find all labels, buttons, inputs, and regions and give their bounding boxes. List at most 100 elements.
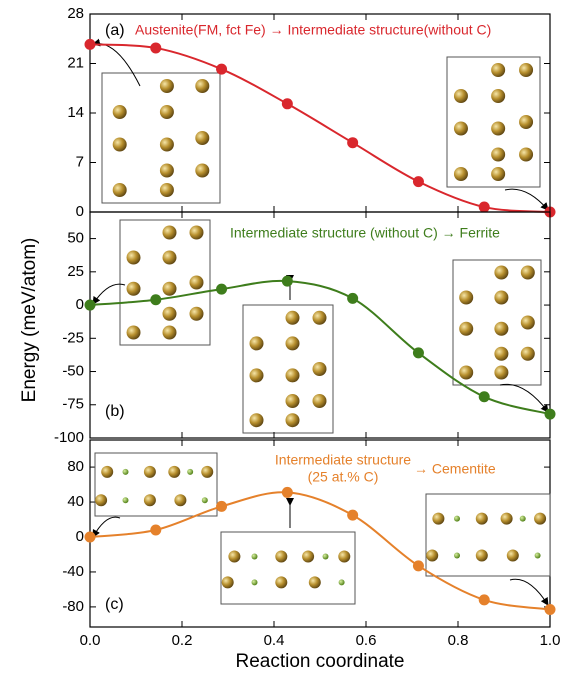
arrow [92, 283, 126, 305]
atom [159, 137, 174, 152]
annotation: (25 at.% C) [308, 469, 379, 485]
atom [162, 325, 177, 340]
y-tick-label: 7 [76, 153, 84, 170]
atom [459, 321, 474, 336]
atom [459, 365, 474, 380]
atom [159, 163, 174, 178]
y-tick-label: -50 [62, 362, 84, 379]
atom [459, 290, 474, 305]
atom [275, 576, 288, 589]
x-tick-label: 0.8 [448, 632, 469, 649]
atom [249, 336, 264, 351]
atom [494, 365, 509, 380]
atom [338, 550, 351, 563]
y-tick-label: -75 [62, 396, 84, 413]
y-tick-label: 50 [67, 230, 84, 247]
atom [112, 105, 127, 119]
atom [475, 549, 488, 562]
point [281, 486, 293, 498]
atom [475, 512, 488, 525]
line [89, 491, 551, 611]
atom [491, 63, 506, 77]
atom [159, 183, 174, 197]
atom [453, 121, 468, 136]
atom [112, 183, 127, 197]
atom [101, 465, 114, 478]
atom [285, 336, 300, 351]
point [478, 391, 490, 403]
atom [519, 63, 534, 77]
atom [426, 549, 439, 562]
atom [112, 137, 127, 152]
atom [143, 494, 156, 507]
atom [189, 306, 204, 321]
atom [168, 465, 181, 478]
atom [491, 147, 506, 162]
y-tick-label: 28 [67, 5, 84, 22]
atom [453, 167, 468, 181]
atom [534, 512, 547, 525]
inset [94, 452, 218, 517]
atom [491, 167, 506, 181]
atom [520, 346, 535, 361]
point [347, 509, 359, 521]
atom [285, 310, 300, 325]
atom [95, 494, 108, 507]
point [281, 98, 293, 110]
atom [312, 310, 327, 325]
atom [520, 265, 535, 280]
point [84, 38, 96, 50]
atom [322, 553, 329, 560]
point [216, 283, 228, 295]
atom [126, 325, 141, 340]
atom [285, 394, 300, 408]
line [89, 43, 551, 213]
y-tick-label: 25 [67, 263, 84, 280]
point [544, 604, 556, 616]
point [281, 275, 293, 287]
atom [520, 315, 535, 330]
y-tick-label: -25 [62, 329, 84, 346]
inset [425, 493, 551, 577]
point [84, 531, 96, 543]
atom [187, 468, 194, 475]
plot-frame [89, 211, 551, 439]
y-tick-label: 14 [67, 104, 84, 121]
atom [221, 576, 234, 589]
y-tick-label: 0 [76, 203, 84, 220]
atom [162, 225, 177, 240]
point [412, 560, 424, 572]
y-axis-label: Energy (meV/atom) [19, 238, 40, 403]
point [150, 524, 162, 536]
atom [143, 465, 156, 478]
atom [494, 346, 509, 361]
y-tick-label: -40 [62, 563, 84, 580]
atom [189, 275, 204, 290]
atom [285, 368, 300, 383]
x-axis-label: Reaction coordinate [236, 651, 405, 672]
atom [275, 550, 288, 563]
atom [195, 79, 210, 93]
annotation: Intermediate structure (without C) → Fer… [230, 225, 500, 241]
atom [494, 321, 509, 336]
atom [189, 225, 204, 240]
point [347, 292, 359, 304]
point [216, 500, 228, 512]
atom [454, 515, 460, 522]
point [478, 594, 490, 606]
panel-label: (a) [105, 22, 125, 39]
atom [201, 497, 208, 504]
atom [122, 497, 129, 504]
arrow [504, 188, 549, 211]
y-tick-label: 0 [76, 528, 84, 545]
atom [201, 465, 214, 478]
atom [519, 515, 526, 522]
atom [491, 89, 506, 103]
atom [195, 163, 210, 178]
annotation: → Cementite [414, 461, 496, 477]
atom [251, 579, 258, 586]
x-tick-label: 0.6 [356, 632, 377, 649]
atom [454, 552, 460, 559]
atom [494, 290, 509, 305]
atom [338, 579, 345, 586]
